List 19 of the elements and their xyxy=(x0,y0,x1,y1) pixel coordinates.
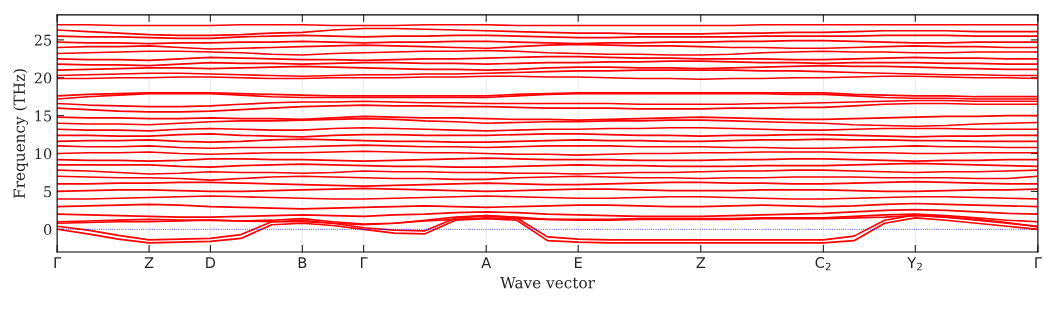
x-tick-label: Y$_{2}$ xyxy=(907,257,922,271)
y-axis-title: Frequency (THz) xyxy=(13,69,29,199)
y-tick-label: 10 xyxy=(35,148,52,160)
x-tick-label: Γ xyxy=(360,257,368,268)
y-tick-label: 25 xyxy=(34,34,52,46)
x-tick-label: A xyxy=(481,257,492,268)
y-tick-label: 20 xyxy=(34,72,52,84)
x-tick-label: Γ xyxy=(1035,257,1042,268)
x-tick-label: D xyxy=(206,257,216,268)
x-tick-label: Z xyxy=(144,257,154,268)
x-tick-label: E xyxy=(574,257,582,268)
x-tick-label: B xyxy=(298,257,307,268)
x-tick-label: Γ xyxy=(54,257,62,268)
y-tick-label: 5 xyxy=(44,186,52,198)
y-tick-label: 0 xyxy=(43,224,52,236)
y-tick-label: 15 xyxy=(35,110,52,122)
x-tick-label: Z xyxy=(696,257,706,268)
x-axis-title: Wave vector xyxy=(500,277,595,289)
x-tick-label: C$_{2}$ xyxy=(815,257,831,271)
